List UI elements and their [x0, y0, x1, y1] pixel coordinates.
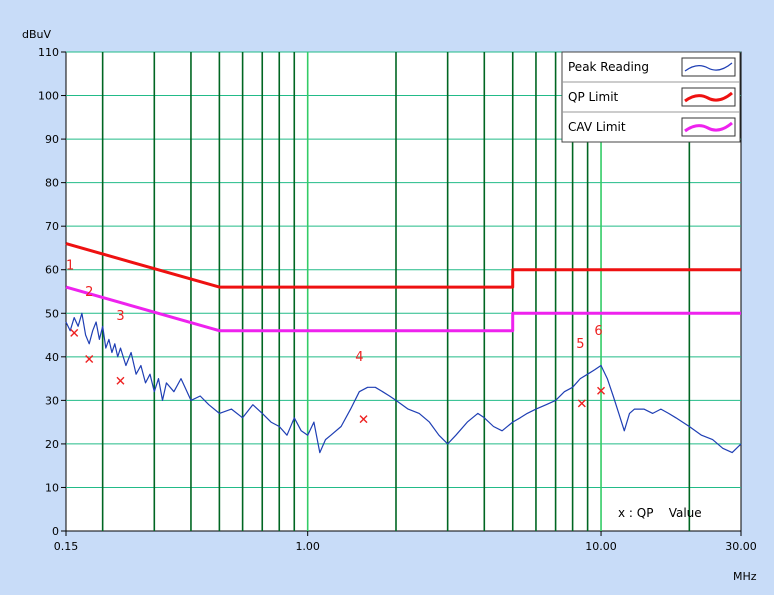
axis-layer: 0 10 20 30 40 50 60 70 80 90 100 110 0.15 1.00 10.00 30… — [38, 46, 757, 553]
series-line-qp-limit — [65, 242, 741, 289]
x-tick-label: 30.00 — [725, 540, 757, 553]
y-axis-label: dBuV — [22, 28, 52, 41]
qp-marker — [85, 355, 94, 363]
legend: Peak Reading QP Limit CAV Limit — [561, 51, 741, 143]
legend-entry: QP Limit — [562, 81, 740, 107]
y-tick-label: 0 — [52, 525, 59, 538]
y-tick-label: 20 — [45, 438, 59, 451]
legend-label: Peak Reading — [568, 60, 649, 74]
y-tick-label: 100 — [38, 90, 59, 103]
x-axis-label: MHz — [733, 570, 757, 583]
x-tick-label: 1.00 — [295, 540, 320, 553]
qp-marker — [577, 399, 586, 408]
qp-marker — [597, 386, 606, 395]
qp-marker-label: 3 — [116, 309, 124, 324]
y-tick-label: 80 — [45, 177, 59, 190]
y-tick-label: 70 — [45, 220, 59, 233]
qp-marker — [70, 328, 79, 337]
legend-entry: CAV Limit — [562, 111, 740, 137]
y-tick-label: 110 — [38, 46, 59, 59]
y-tick-label: 50 — [45, 307, 59, 320]
qp-value-legend: x : QP Value — [618, 506, 702, 520]
legend-swatch — [681, 57, 736, 77]
qp-marker — [359, 415, 368, 424]
x-tick-label: 10.00 — [585, 540, 617, 553]
qp-marker-label: 6 — [594, 324, 602, 339]
legend-label: CAV Limit — [568, 120, 626, 134]
series-line-peak-reading — [65, 312, 742, 454]
y-tick-label: 10 — [45, 481, 59, 494]
y-tick-label: 90 — [45, 133, 59, 146]
legend-label: QP Limit — [568, 90, 619, 104]
grid-layer — [66, 51, 741, 531]
y-tick-label: 40 — [45, 351, 59, 364]
qp-marker-label: 1 — [66, 259, 74, 274]
series-layer — [65, 242, 742, 454]
qp-marker-label: 5 — [576, 337, 584, 352]
y-tick-label: 30 — [45, 394, 59, 407]
x-tick-label: 0.15 — [54, 540, 79, 553]
qp-marker-label: 2 — [85, 285, 93, 300]
legend-entry: Peak Reading — [568, 57, 736, 77]
y-tick-label: 60 — [45, 264, 59, 277]
qp-marker — [116, 376, 125, 385]
qp-marker-label: 4 — [355, 350, 363, 365]
series-line-cav-limit — [65, 285, 741, 333]
